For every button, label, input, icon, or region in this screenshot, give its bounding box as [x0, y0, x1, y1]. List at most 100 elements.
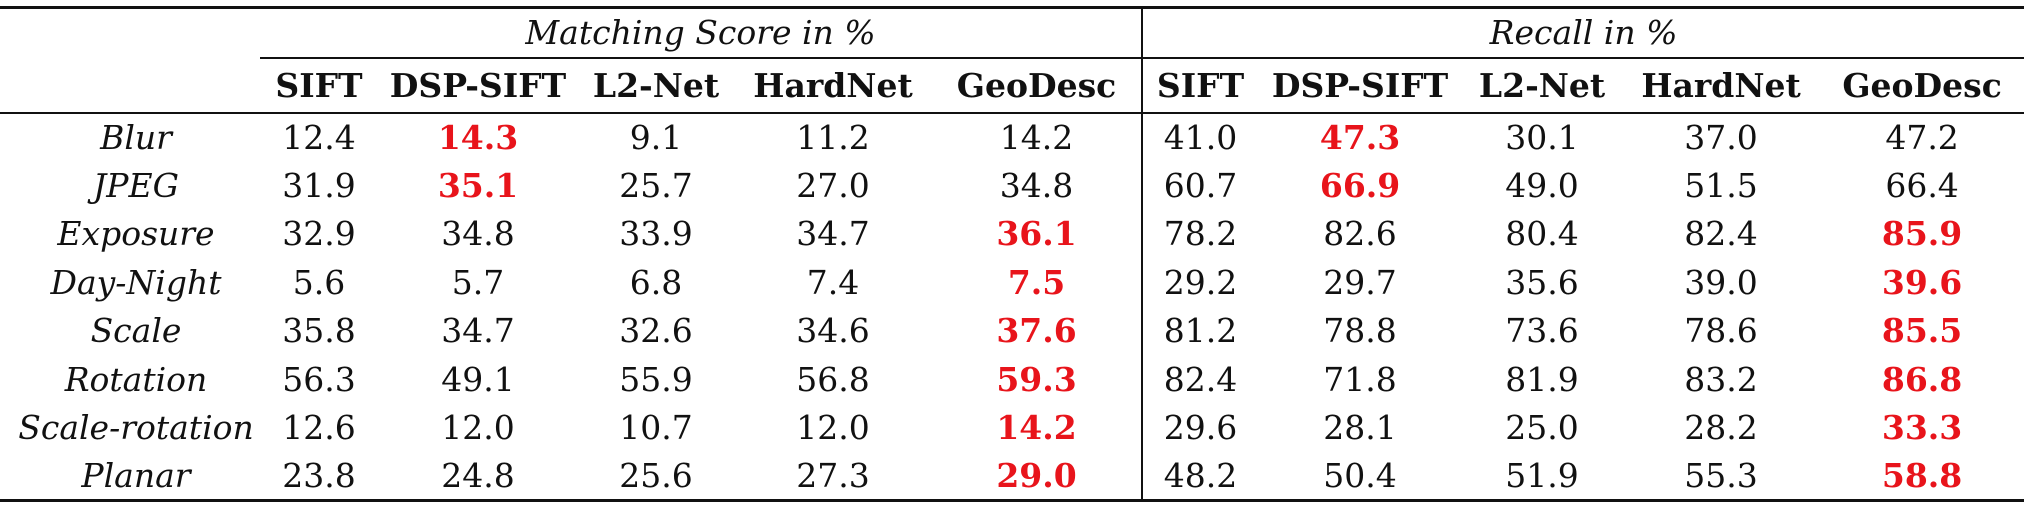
table-row: Blur 12.4 14.3 9.1 11.2 14.2 41.0 47.3 30.1 37.0 4…	[0, 112, 2024, 161]
matching-value-cell: 27.0	[796, 165, 870, 205]
recall-value-cell: 58.8	[1881, 456, 1963, 495]
matching-value-cell: 27.3	[796, 456, 870, 495]
recall-value-cell: 78.6	[1684, 311, 1758, 351]
table-row: Day-Night 5.6 5.7 6.8 7.4 7.5 29.2 29.7 35.6 39.0…	[0, 258, 2024, 307]
row-label: Scale	[90, 311, 182, 351]
matching-value-cell: 29.0	[932, 452, 1144, 501]
recall-value-cell: 39.0	[1684, 262, 1758, 302]
matching-value-cell: 31.9	[282, 165, 356, 205]
row-label: Scale-rotation	[18, 408, 254, 448]
corner-cell	[0, 8, 260, 58]
row-label: Planar	[81, 456, 191, 495]
recall-value-cell: 28.2	[1684, 408, 1758, 448]
matching-value-cell: 12.0	[441, 408, 515, 448]
matching-value-cell: 34.8	[441, 214, 515, 254]
matching-value-cell: 11.2	[796, 117, 870, 157]
matching-value-cell: 7.4	[806, 262, 860, 302]
table-row: Scale 35.8 34.7 32.6 34.6 37.6 81.2 78.8 73.6 78.…	[0, 306, 2024, 355]
table-row: Scale-rotation 12.6 12.0 10.7 12.0 14.2 29.6 28…	[0, 403, 2024, 452]
results-body: Blur 12.4 14.3 9.1 11.2 14.2 41.0 47.3 30.1 37.0 4…	[0, 112, 2025, 501]
method-corner-cell	[0, 58, 260, 113]
recall-value-cell: 51.5	[1684, 165, 1758, 205]
matching-value-cell: 24.8	[441, 456, 515, 495]
method-header-recall: SIFT	[1156, 65, 1245, 105]
row-label: Exposure	[57, 214, 215, 254]
recall-value-cell: 30.1	[1505, 117, 1579, 157]
recall-value-cell: 50.4	[1323, 456, 1397, 495]
method-header-recall: HardNet	[1641, 65, 1801, 105]
matching-value-cell: 56.3	[282, 359, 356, 399]
row-label: JPEG	[93, 165, 179, 205]
recall-value-cell: 29.6	[1163, 408, 1238, 448]
method-header-recall: L2-Net	[1478, 65, 1606, 105]
recall-value-cell: 48.2	[1163, 456, 1238, 495]
recall-value-cell: 25.0	[1505, 408, 1579, 448]
recall-value-cell: 37.0	[1684, 117, 1758, 157]
recall-value-cell: 29.7	[1323, 262, 1397, 302]
matching-value-cell: 25.6	[619, 456, 693, 495]
matching-value-cell: 23.8	[282, 456, 356, 495]
results-table: Matching Score in % Recall in % SIFT DSP-…	[0, 6, 2025, 502]
table-row: Exposure 32.9 34.8 33.9 34.7 36.1 78.2 82.6 80.4…	[0, 209, 2024, 258]
matching-value-cell: 59.3	[932, 355, 1144, 404]
matching-value-cell: 34.8	[932, 161, 1144, 210]
matching-value-cell: 34.6	[796, 311, 870, 351]
recall-value-cell: 55.3	[1684, 456, 1758, 495]
matching-value-cell: 35.8	[282, 311, 356, 351]
matching-value-cell: 12.4	[282, 117, 356, 157]
matching-value-cell: 7.5	[932, 258, 1144, 307]
recall-value-cell: 82.4	[1684, 214, 1758, 254]
row-label: Day-Night	[50, 262, 222, 302]
method-header-recall: DSP-SIFT	[1271, 65, 1449, 105]
method-header-matching: GeoDesc	[932, 57, 1144, 113]
recall-value-cell: 78.2	[1163, 214, 1238, 254]
matching-value-cell: 12.0	[796, 408, 870, 448]
matching-value-cell: 14.3	[437, 117, 519, 157]
recall-value-cell: 29.2	[1163, 262, 1238, 302]
matching-value-cell: 14.2	[932, 403, 1144, 452]
matching-value-cell: 37.6	[932, 306, 1144, 355]
recall-value-cell: 60.7	[1163, 165, 1238, 205]
method-header-recall: GeoDesc	[1842, 65, 2002, 105]
row-label: Blur	[100, 117, 172, 157]
recall-value-cell: 82.6	[1323, 214, 1397, 254]
matching-value-cell: 5.7	[451, 262, 505, 302]
recall-value-cell: 49.0	[1505, 165, 1579, 205]
matching-value-cell: 35.1	[437, 165, 519, 205]
group-header-matching-score: Matching Score in %	[260, 7, 1144, 59]
recall-value-cell: 47.3	[1319, 117, 1401, 157]
recall-value-cell: 85.9	[1881, 214, 1963, 254]
group-header-recall: Recall in %	[1142, 7, 2025, 59]
method-header-matching: L2-Net	[592, 65, 720, 105]
recall-value-cell: 81.9	[1505, 359, 1579, 399]
matching-value-cell: 12.6	[282, 408, 356, 448]
matching-value-cell: 25.7	[619, 165, 693, 205]
recall-value-cell: 78.8	[1323, 311, 1397, 351]
recall-value-cell: 83.2	[1684, 359, 1758, 399]
matching-value-cell: 49.1	[441, 359, 515, 399]
table-row: Rotation 56.3 49.1 55.9 56.8 59.3 82.4 71.8 81.9…	[0, 355, 2024, 404]
matching-value-cell: 10.7	[619, 408, 693, 448]
matching-value-cell: 14.2	[932, 112, 1144, 161]
recall-value-cell: 71.8	[1323, 359, 1397, 399]
recall-value-cell: 66.4	[1885, 165, 1959, 205]
method-header-row: SIFT DSP-SIFT L2-Net HardNet GeoDesc SIFT DSP-…	[0, 57, 2025, 113]
matching-value-cell: 32.6	[619, 311, 693, 351]
recall-value-cell: 80.4	[1505, 214, 1579, 254]
recall-value-cell: 73.6	[1505, 311, 1579, 351]
method-header-matching: SIFT	[275, 65, 363, 105]
recall-value-cell: 39.6	[1881, 262, 1963, 302]
recall-value-cell: 85.5	[1881, 311, 1963, 351]
table-row: Planar 23.8 24.8 25.6 27.3 29.0 48.2 50.4 51.9 55…	[0, 452, 2025, 501]
method-header-matching: HardNet	[753, 65, 913, 105]
recall-value-cell: 86.8	[1881, 359, 1963, 399]
recall-value-cell: 35.6	[1505, 262, 1579, 302]
method-header-matching: DSP-SIFT	[389, 65, 567, 105]
recall-value-cell: 47.2	[1885, 117, 1959, 157]
matching-value-cell: 34.7	[441, 311, 515, 351]
matching-value-cell: 56.8	[796, 359, 870, 399]
matching-value-cell: 32.9	[282, 214, 356, 254]
matching-value-cell: 34.7	[796, 214, 870, 254]
recall-value-cell: 33.3	[1881, 408, 1963, 448]
